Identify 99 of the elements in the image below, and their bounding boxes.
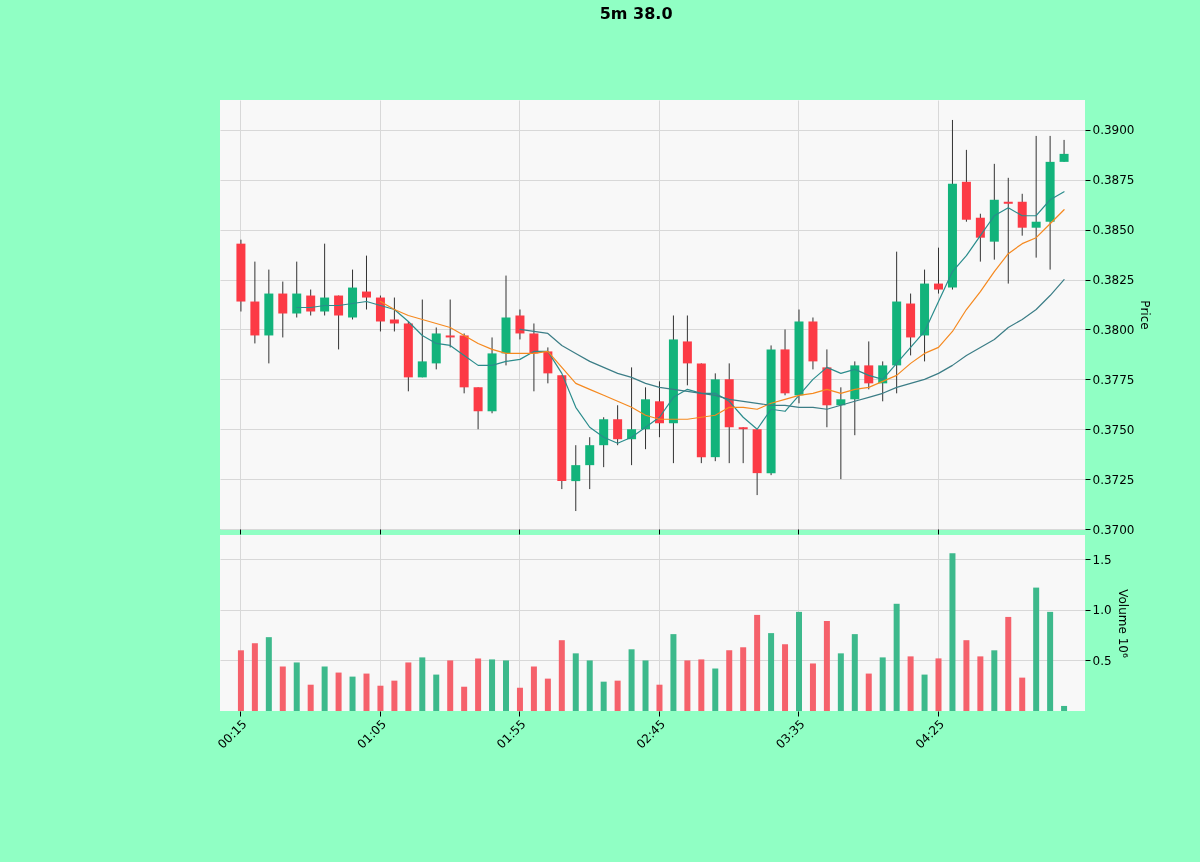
bar bbox=[363, 673, 370, 711]
candlestick bbox=[292, 261, 302, 318]
bar bbox=[670, 634, 677, 711]
bar bbox=[1047, 611, 1054, 711]
bar bbox=[265, 637, 272, 711]
candlestick bbox=[975, 213, 985, 263]
candlestick bbox=[585, 436, 595, 490]
candlestick bbox=[682, 315, 692, 386]
bar bbox=[851, 634, 858, 711]
bar bbox=[293, 662, 300, 711]
bar bbox=[335, 672, 342, 711]
bar bbox=[433, 674, 440, 711]
candlestick bbox=[1059, 139, 1069, 163]
bar bbox=[698, 659, 705, 711]
bar bbox=[447, 660, 454, 711]
y-tick-label: 0.3725 bbox=[1092, 472, 1135, 487]
y-tick-label: 1.5 bbox=[1092, 552, 1112, 567]
bar bbox=[251, 643, 258, 711]
candlestick bbox=[320, 243, 330, 316]
bar bbox=[237, 650, 244, 711]
bar bbox=[795, 611, 802, 711]
candlestick bbox=[543, 346, 553, 384]
bar bbox=[921, 674, 928, 711]
bar bbox=[726, 650, 733, 711]
chart-title: 5m 38.0 bbox=[599, 4, 673, 23]
bar bbox=[1019, 677, 1026, 711]
candlestick bbox=[1003, 177, 1013, 285]
bar bbox=[823, 620, 830, 711]
y-tick-label: 0.3850 bbox=[1092, 223, 1135, 238]
bar bbox=[489, 659, 496, 711]
bar bbox=[656, 684, 663, 711]
y-tick-label: 0.3750 bbox=[1092, 422, 1135, 437]
bar bbox=[642, 660, 649, 711]
candlestick bbox=[445, 299, 455, 348]
bar bbox=[879, 657, 886, 711]
candlestick bbox=[417, 299, 427, 378]
bar bbox=[586, 660, 593, 711]
y-tick-label: 0.5 bbox=[1092, 653, 1112, 668]
candlestick bbox=[864, 340, 874, 390]
y-tick-label: 0.3775 bbox=[1092, 372, 1135, 387]
candlestick bbox=[473, 386, 483, 430]
bar bbox=[907, 656, 914, 711]
bar bbox=[782, 644, 789, 711]
bar bbox=[530, 666, 537, 711]
candlestick bbox=[306, 289, 316, 316]
bar bbox=[628, 649, 635, 711]
bar bbox=[712, 668, 719, 711]
bar bbox=[321, 666, 328, 711]
bar bbox=[949, 553, 956, 711]
bar bbox=[461, 686, 468, 711]
bar bbox=[600, 681, 607, 711]
bar bbox=[349, 676, 356, 711]
bar bbox=[1033, 587, 1040, 711]
y-axis-title: Price bbox=[1138, 300, 1153, 330]
y-tick-label: 0.3900 bbox=[1092, 123, 1135, 138]
bar bbox=[754, 614, 761, 711]
y-tick-label: 0.3825 bbox=[1092, 273, 1135, 288]
candlestick bbox=[361, 255, 371, 311]
bar bbox=[1005, 616, 1012, 711]
bar bbox=[475, 658, 482, 711]
candlestick bbox=[529, 322, 539, 392]
bar bbox=[740, 647, 747, 711]
y-tick-label: 0.3800 bbox=[1092, 322, 1135, 337]
candlestick bbox=[836, 386, 846, 480]
bar bbox=[377, 685, 384, 711]
bar bbox=[684, 660, 691, 711]
y-tick-label: 0.3875 bbox=[1092, 173, 1135, 188]
bar bbox=[307, 684, 314, 711]
bar bbox=[503, 660, 510, 711]
bar bbox=[893, 603, 900, 711]
bar bbox=[768, 633, 775, 711]
bar bbox=[405, 662, 412, 711]
bar bbox=[963, 640, 970, 711]
candlestick bbox=[738, 426, 748, 464]
candlestick bbox=[613, 404, 623, 446]
bar bbox=[977, 656, 984, 711]
bar bbox=[544, 678, 551, 711]
bar bbox=[516, 687, 523, 711]
bar bbox=[1061, 705, 1068, 711]
bar bbox=[865, 673, 872, 711]
bar bbox=[572, 653, 579, 711]
y-axis-title: Volume 10⁶ bbox=[1115, 589, 1130, 658]
bar bbox=[419, 657, 426, 711]
bar bbox=[391, 680, 398, 711]
candlestick bbox=[934, 247, 944, 295]
bar bbox=[809, 663, 816, 711]
y-tick-label: 0.3700 bbox=[1092, 522, 1135, 537]
candlestick bbox=[1031, 135, 1041, 259]
y-tick-label: 1.0 bbox=[1092, 603, 1112, 618]
bar bbox=[558, 640, 565, 711]
candlestick bbox=[278, 281, 288, 338]
bar bbox=[614, 680, 621, 711]
bar bbox=[837, 653, 844, 711]
candlestick bbox=[389, 297, 399, 332]
bar bbox=[991, 650, 998, 711]
candlestick bbox=[571, 444, 581, 512]
candlestick bbox=[515, 309, 525, 340]
bar bbox=[935, 658, 942, 711]
bar bbox=[279, 666, 286, 711]
